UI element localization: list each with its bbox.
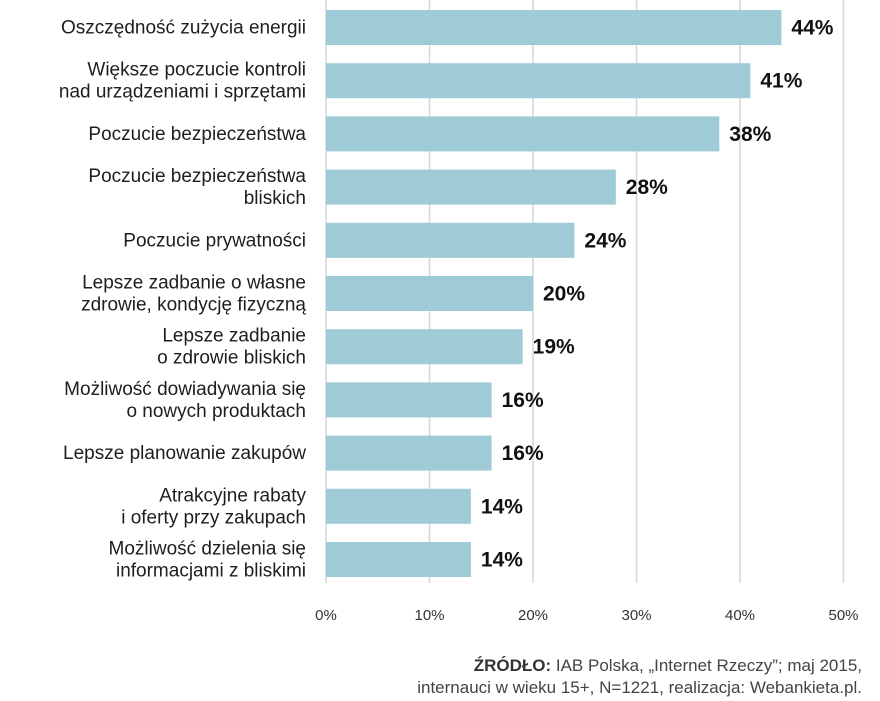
category-label: Oszczędność zużycia energii xyxy=(61,18,306,39)
bar xyxy=(326,222,575,258)
bar-value-label: 16% xyxy=(502,442,544,465)
category-label-line: o nowych produktach xyxy=(126,401,306,422)
category-label-line: Lepsze zadbanie o własne xyxy=(82,273,306,294)
bar xyxy=(326,63,751,99)
bar-value-label: 16% xyxy=(502,389,544,412)
bar xyxy=(326,116,720,152)
x-tick-label: 20% xyxy=(518,607,548,624)
category-label-line: o zdrowie bliskich xyxy=(157,348,306,369)
bar xyxy=(326,329,523,365)
category-label-line: Poczucie bezpieczeństwa xyxy=(88,166,306,187)
category-label-line: Możliwość dowiadywania się xyxy=(64,379,306,400)
category-label: Możliwość dowiadywania się o nowych produ… xyxy=(64,379,306,422)
bar xyxy=(326,382,492,418)
bar-value-label: 41% xyxy=(760,70,802,93)
bar xyxy=(326,10,782,45)
bar-value-label: 14% xyxy=(481,495,523,518)
category-label: Atrakcyjne rabaty i oferty przy zakupach xyxy=(121,485,306,528)
x-tick-label: 10% xyxy=(414,607,444,624)
bar xyxy=(326,435,492,471)
category-label-line: Możliwość dzielenia się xyxy=(109,539,306,560)
category-label: Poczucie prywatności xyxy=(123,230,306,251)
category-label-line: Oszczędność zużycia energii xyxy=(61,18,306,39)
bar-value-label: 24% xyxy=(584,229,626,252)
category-label: Poczucie bezpieczeństwa bliskich xyxy=(88,166,306,209)
source-note: ŹRÓDŁO: IAB Polska, „Internet Rzeczy”; m… xyxy=(417,655,862,699)
bar-value-label: 44% xyxy=(791,17,833,40)
bars xyxy=(326,10,782,577)
category-label-line: Poczucie prywatności xyxy=(123,230,306,251)
source-label: ŹRÓDŁO: xyxy=(473,656,552,675)
category-labels: Oszczędność zużycia energii Większe poczu… xyxy=(59,18,307,582)
category-label-line: bliskich xyxy=(244,188,306,209)
category-label-line: Lepsze planowanie zakupów xyxy=(63,443,306,464)
bar xyxy=(326,542,471,577)
category-label-line: i oferty przy zakupach xyxy=(121,507,306,528)
x-axis-ticks: 0% 10% 20% 30% 40% 50% xyxy=(315,607,858,624)
bar-value-label: 19% xyxy=(533,336,575,359)
category-label-line: nad urządzeniami i sprzętami xyxy=(59,82,306,103)
category-label: Lepsze zadbanie o własne zdrowie, kondycj… xyxy=(81,273,306,316)
category-label-line: Atrakcyjne rabaty xyxy=(159,485,306,506)
x-tick-label: 50% xyxy=(828,607,858,624)
source-line-1: ŹRÓDŁO: IAB Polska, „Internet Rzeczy”; m… xyxy=(417,655,862,677)
category-label-line: Lepsze zadbanie xyxy=(162,326,306,347)
category-label: Lepsze zadbanie o zdrowie bliskich xyxy=(157,326,306,369)
category-label: Możliwość dzielenia się informacjami z bl… xyxy=(109,539,306,582)
source-text-1: IAB Polska, „Internet Rzeczy”; maj 2015, xyxy=(555,656,862,675)
category-label-line: Poczucie bezpieczeństwa xyxy=(88,124,306,145)
category-label-line: zdrowie, kondycję fizyczną xyxy=(81,295,306,316)
category-label-line: informacjami z bliskimi xyxy=(116,561,306,582)
bar-chart: Oszczędność zużycia energii Większe poczu… xyxy=(59,0,859,624)
bar-value-label: 20% xyxy=(543,283,585,306)
value-labels: 44% 41% 38% 28% 24% 20% 19% 16% 16% 14% 14% xyxy=(481,17,834,572)
category-label: Większe poczucie kontroli nad urządzeniam… xyxy=(59,60,306,103)
bar-value-label: 14% xyxy=(481,549,523,572)
x-tick-label: 30% xyxy=(621,607,651,624)
bar-value-label: 38% xyxy=(729,123,771,146)
source-line-2: internauci w wieku 15+, N=1221, realizac… xyxy=(417,678,862,697)
category-label: Lepsze planowanie zakupów xyxy=(63,443,306,464)
category-label: Poczucie bezpieczeństwa xyxy=(88,124,306,145)
bar-value-label: 28% xyxy=(626,176,668,199)
x-tick-label: 40% xyxy=(725,607,755,624)
bar xyxy=(326,488,471,524)
bar xyxy=(326,169,616,205)
category-label-line: Większe poczucie kontroli xyxy=(87,60,306,81)
bar xyxy=(326,276,533,311)
x-tick-label: 0% xyxy=(315,607,337,624)
